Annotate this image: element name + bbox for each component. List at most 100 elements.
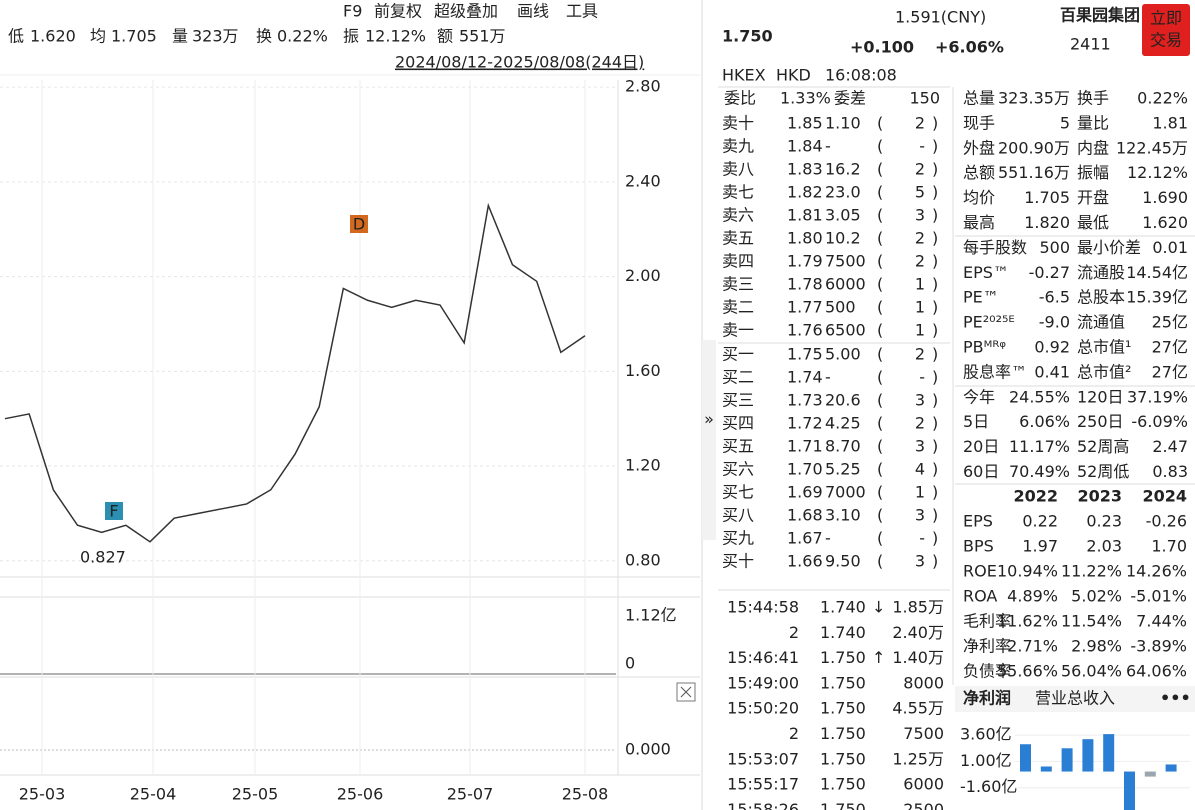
finance-value: 14.26% [1126,562,1187,581]
stat-value: 15.39亿 [1126,288,1188,307]
finance-value: -3.89% [1130,637,1187,656]
stat-label: EPS™ [963,263,1009,282]
book-volume: 23.0 [825,183,861,202]
stat-label: 振 [343,27,359,46]
x-tick-label: 25-03 [19,785,66,804]
book-count: - [919,529,925,548]
book-count: 2 [915,114,925,133]
book-volume: 500 [825,298,856,317]
stat-value: 12.12% [365,27,426,46]
annotation-box [350,215,368,233]
price: 1.750 [722,27,773,46]
stat-label: 20日 [963,437,999,456]
trade-price: 1.750 [820,800,866,810]
stat-label: 量 [172,27,188,46]
trade-volume: 2500 [903,800,944,810]
finance-value: 64.06% [1126,662,1187,681]
toolbar-item: 画线 [517,2,549,21]
paren: ) [932,437,938,456]
book-label: 买一 [722,345,754,364]
book-price: 1.71 [787,437,823,456]
x-tick-label: 25-05 [232,785,279,804]
finance-value: 10.94% [997,562,1058,581]
finance-value: -0.26 [1146,512,1187,531]
paren: ( [877,483,883,502]
book-label: 卖六 [722,206,754,225]
book-price: 1.68 [787,506,823,525]
stat-value: 122.45万 [1116,138,1188,157]
trade-time: 15:44:58 [727,598,799,617]
paren: ( [877,345,883,364]
paren: ) [932,506,938,525]
paren: ) [932,414,938,433]
book-label: 买七 [722,483,754,502]
stat-label: 总股本 [1077,288,1125,307]
stat-label: 量比 [1077,113,1109,132]
book-label: 卖五 [722,229,754,248]
stat-value: 24.55% [1009,387,1070,406]
bar [1020,744,1031,772]
x-tick-label: 25-08 [562,785,609,804]
tab: 营业总收入 [1035,689,1115,708]
change: +0.100 [850,38,914,57]
book-volume: 3.05 [825,206,861,225]
stat-value: 551万 [459,27,506,46]
stock-code: 2411 [1070,35,1111,54]
book-label: 卖九 [722,137,754,156]
stat-label: PE™ [963,288,999,307]
change-pct: +6.06% [935,38,1004,57]
y-tick-label: 0.80 [625,550,661,569]
side-icon: » [704,410,714,429]
trade-button[interactable] [1142,4,1190,56]
stat-value: 1.620 [30,27,76,46]
stat-label: 振幅 [1077,163,1109,182]
book-price: 1.74 [787,368,823,387]
trade-price: 1.740 [820,623,866,642]
book-volume: 9.50 [825,552,861,571]
book-price: 1.66 [787,552,823,571]
toolbar-item: 工具 [566,2,598,21]
finance-value: 11.22% [1061,562,1122,581]
finance-value: 0.22 [1022,512,1058,531]
trade-time: 15:58:26 [727,800,799,810]
book-count: 1 [915,298,925,317]
stat-label: 52周低 [1077,462,1129,481]
x-tick-label: 25-04 [130,785,177,804]
stat-value: -9.0 [1039,313,1070,332]
stat-value: 1.820 [1024,213,1070,232]
finance-label: ROE [963,562,997,581]
book-price: 1.69 [787,483,823,502]
paren: ( [877,529,883,548]
paren: ) [932,206,938,225]
paren: ( [877,252,883,271]
book-volume: 5.25 [825,460,861,479]
book-count: 1 [915,275,925,294]
stat-value: 6.06% [1019,412,1070,431]
stat-label: 低 [8,27,24,46]
book-volume: 20.6 [825,391,861,410]
book-volume: 8.70 [825,437,861,456]
close-button[interactable] [676,682,696,702]
side-handle[interactable] [702,340,716,540]
toolbar-item: F9 [343,2,362,21]
trade-volume: 1.85万 [892,598,944,617]
finance-value: 2.98% [1071,637,1122,656]
stat-label: 均价 [963,188,995,207]
stat-label: 250日 [1077,412,1124,431]
finance-value: 2.71% [1007,637,1058,656]
stat-value: 1.690 [1142,188,1188,207]
book-count: 2 [915,229,925,248]
book-price: 1.78 [787,275,823,294]
trade-time: 15:46:41 [727,648,799,667]
book-count: 2 [915,414,925,433]
stock-name: 百果园集团 [1060,6,1140,25]
book-price: 1.84 [787,137,823,156]
trade-arrow: ↓ [872,598,885,617]
book-count: 2 [915,252,925,271]
trade-arrow: ↑ [872,648,885,667]
book-volume: 1.10 [825,114,861,133]
finance-label: BPS [963,537,994,556]
book-label: 买四 [722,414,754,433]
trade-volume: 4.55万 [892,699,944,718]
